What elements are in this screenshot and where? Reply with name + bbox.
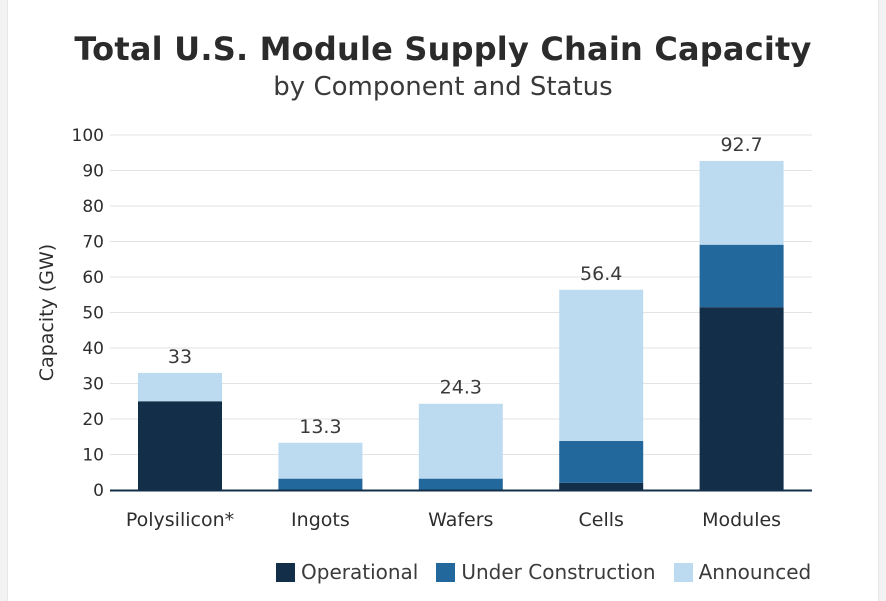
bar-cells-under-construction xyxy=(559,441,644,483)
bar-wafers-under-construction xyxy=(418,478,503,490)
legend-label: Under Construction xyxy=(461,560,656,584)
bar-polysilicon-announced xyxy=(138,372,222,402)
bar-ingots-under-construction xyxy=(278,478,363,490)
x-axis-ticks: Polysilicon* Ingots Wafers Cells Modules xyxy=(126,509,781,531)
x-tick-label-2: Wafers xyxy=(428,509,493,531)
y-tick-label-50: 50 xyxy=(82,304,104,324)
y-tick-label-20: 20 xyxy=(82,410,104,430)
chart-subtitle: by Component and Status xyxy=(273,72,613,102)
bar-ingots-announced xyxy=(278,442,363,479)
bar-cells-operational xyxy=(559,482,644,490)
y-tick-label-100: 100 xyxy=(72,126,104,146)
y-tick-label-70: 70 xyxy=(82,233,104,253)
legend-swatch xyxy=(673,562,693,582)
bars xyxy=(138,160,784,490)
total-label-0: 33 xyxy=(168,346,192,368)
y-tick-label-40: 40 xyxy=(82,339,104,359)
legend-item-operational: Operational xyxy=(276,560,418,584)
total-label-4: 92.7 xyxy=(720,134,762,156)
x-tick-label-0: Polysilicon* xyxy=(126,509,234,531)
bar-modules-announced xyxy=(699,160,784,245)
y-axis-label: Capacity (GW) xyxy=(36,244,58,381)
bar-modules-operational xyxy=(699,307,784,490)
bar-modules-under-construction xyxy=(699,244,784,308)
total-label-3: 56.4 xyxy=(580,263,622,285)
y-tick-label-0: 0 xyxy=(93,481,104,501)
bar-polysilicon-operational xyxy=(138,401,222,490)
grid-lines xyxy=(110,134,812,455)
legend-label: Announced xyxy=(698,560,812,584)
total-label-2: 24.3 xyxy=(440,377,482,399)
y-tick-label-60: 60 xyxy=(82,268,104,288)
x-tick-label-3: Cells xyxy=(578,509,623,531)
chart-title: Total U.S. Module Supply Chain Capacity xyxy=(74,30,812,68)
legend: Operational Under Construction Announced xyxy=(276,558,811,586)
y-tick-label-30: 30 xyxy=(82,375,104,395)
y-tick-label-80: 80 xyxy=(82,197,104,217)
total-label-1: 13.3 xyxy=(299,416,341,438)
legend-swatch xyxy=(436,562,456,582)
legend-swatch xyxy=(276,562,295,582)
y-tick-label-10: 10 xyxy=(82,446,104,466)
x-tick-label-1: Ingots xyxy=(291,509,350,531)
y-tick-label-90: 90 xyxy=(82,162,104,182)
legend-item-announced: Announced xyxy=(673,560,812,584)
total-labels: 33 13.3 24.3 56.4 92.7 xyxy=(168,134,763,438)
bar-cells-announced xyxy=(559,289,644,442)
legend-label: Operational xyxy=(301,560,419,584)
legend-item-under-construction: Under Construction xyxy=(436,560,656,584)
x-tick-label-4: Modules xyxy=(702,509,781,531)
bar-wafers-announced xyxy=(418,403,503,479)
y-axis-ticks: 0 10 20 30 40 50 60 70 80 90 100 xyxy=(72,126,104,501)
